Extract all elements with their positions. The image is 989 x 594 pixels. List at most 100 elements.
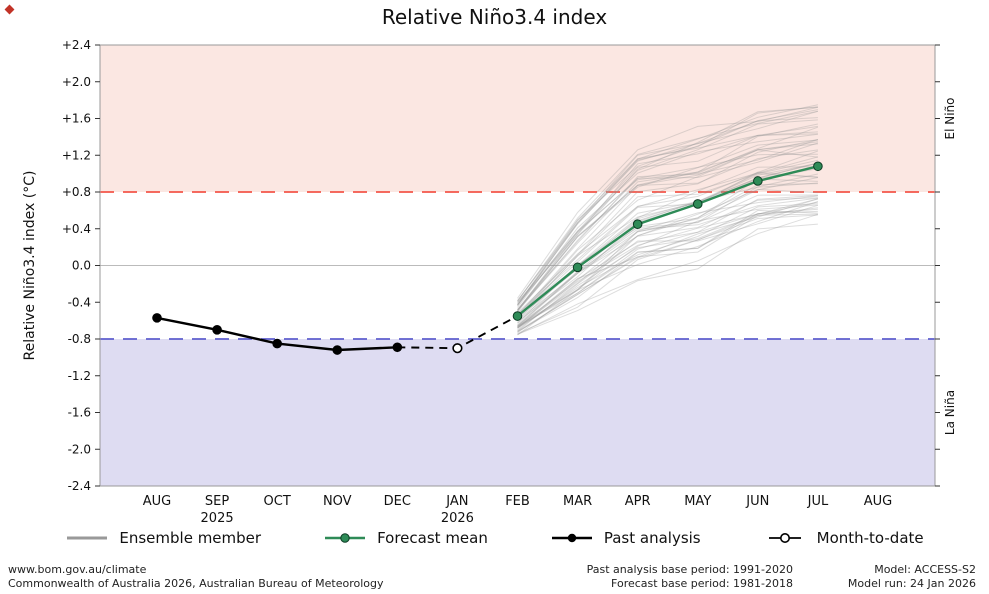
footer-model-info: Model: ACCESS-S2 Model run: 24 Jan 2026 [848, 563, 976, 591]
legend-item-ensemble-member: Ensemble member [65, 529, 261, 547]
ensemble-member-line [517, 182, 818, 324]
ensemble-member-line [517, 173, 819, 321]
x-year-label: 2025 [201, 511, 234, 526]
ensemble-member-line [517, 203, 818, 329]
forecast-mean-marker [753, 176, 763, 186]
ensemble-member-line [517, 162, 819, 320]
ensemble-member-line [517, 110, 818, 302]
nino34-chart: +2.4 +2.0 +1.6 +1.2 +0.8 +0.4 0.0 -0.4 -0.8 -1.2 -… [22, 38, 957, 526]
ensemble-member-line [517, 171, 818, 317]
ensemble-member-line [517, 150, 819, 315]
ensemble-member-line [517, 223, 818, 335]
x-tick-label: FEB [505, 494, 530, 509]
ensemble-member-line [517, 156, 819, 315]
x-tick-label: SEP [205, 494, 229, 509]
past-analysis-icon [551, 533, 592, 543]
ensemble-member-line [517, 162, 819, 319]
past-analysis-marker [152, 313, 162, 323]
ensemble-member-line [517, 210, 818, 333]
chart-title: Relative Niño3.4 index [381, 5, 608, 29]
ensemble-member-line [517, 177, 819, 329]
past-analysis-marker [212, 325, 222, 335]
footer: www.bom.gov.au/climate Commonwealth of A… [0, 562, 989, 594]
forecast-mean-line [516, 165, 819, 317]
footer-base-periods: Past analysis base period: 1991-2020 For… [587, 563, 793, 591]
footer-left: www.bom.gov.au/climate Commonwealth of A… [8, 563, 383, 591]
ensemble-member-line [517, 204, 819, 332]
x-tick-label: JUL [807, 494, 829, 509]
footer-model: Model: ACCESS-S2 [874, 563, 976, 576]
x-tick-label: AUG [143, 494, 171, 509]
y-tick-label: -0.4 [68, 295, 91, 309]
x-year-label: 2026 [441, 511, 474, 526]
forecast-mean-icon [325, 533, 366, 543]
footer-copyright: Commonwealth of Australia 2026, Australi… [8, 577, 384, 590]
ensemble-member-line [517, 201, 819, 336]
past-analysis-marker [392, 342, 403, 353]
y-axis-title: Relative Niño3.4 index (°C) [22, 171, 38, 361]
forecast-mean-marker [813, 161, 823, 172]
x-tick-label: OCT [264, 494, 291, 509]
ensemble-member-line [517, 104, 819, 301]
ensemble-member-line [517, 195, 818, 327]
x-tick-label: NOV [323, 494, 352, 509]
forecast-mean-marker [692, 199, 703, 209]
ensemble-member-line [517, 195, 818, 327]
legend-item-forecast-mean: Forecast mean [323, 529, 488, 547]
ensemble-member-line [517, 106, 818, 303]
x-tick-label: JUN [745, 494, 769, 509]
ensemble-member-line [517, 110, 819, 306]
x-tick-label: APR [625, 494, 651, 509]
la-nina-band [100, 339, 935, 486]
ensemble-member-line [517, 117, 818, 306]
ensemble-member-line [517, 139, 818, 312]
footer-url: www.bom.gov.au/climate [8, 563, 147, 576]
legend-label-forecast-mean: Forecast mean [377, 529, 488, 547]
y-tick-label: -1.2 [68, 369, 91, 383]
x-tick-label: MAY [684, 494, 711, 509]
ensemble-member-line [517, 133, 818, 311]
y-tick-label: +0.8 [62, 185, 91, 199]
y-tick-label: -2.4 [68, 479, 91, 493]
ensemble-member-line [517, 198, 819, 331]
ensemble-member-line [517, 141, 818, 312]
ensemble-member-line [517, 142, 819, 312]
past-analysis-marker [332, 345, 343, 355]
y-tick-label: +1.6 [62, 112, 91, 126]
x-tick-label: JAN [445, 494, 468, 509]
ensemble-member-line [517, 209, 818, 332]
ensemble-member-line [517, 143, 818, 310]
footer-forecast-base-period: Forecast base period: 1981-2018 [611, 577, 793, 590]
ensemble-member-icon [67, 536, 108, 540]
ensemble-member-line [517, 197, 818, 327]
ensemble-members [517, 104, 819, 336]
ensemble-member-line [517, 119, 818, 306]
ensemble-member-line [517, 109, 818, 302]
y-tick-label: -0.8 [68, 332, 91, 346]
forecast-mean-marker [572, 262, 583, 273]
ensemble-member-line [517, 106, 818, 305]
ensemble-member-line [517, 131, 818, 303]
x-tick-label: DEC [384, 494, 411, 509]
footer-model-run: Model run: 24 Jan 2026 [847, 577, 976, 590]
month-to-date-marker [452, 343, 463, 354]
ensemble-member-line [517, 153, 818, 311]
y-tick-label: +0.4 [62, 222, 91, 236]
x-tick-label: MAR [563, 494, 592, 509]
forecast-mean-marker [512, 311, 523, 321]
legend-item-month-to-date: Month-to-date [763, 529, 924, 547]
ensemble-member-line [517, 125, 818, 305]
x-tick-label: AUG [864, 494, 892, 509]
ensemble-member-line [517, 188, 818, 329]
footer-past-base-period: Past analysis base period: 1991-2020 [586, 563, 793, 576]
ensemble-member-line [517, 213, 818, 334]
legend-label-ensemble-member: Ensemble member [119, 529, 262, 547]
el-nino-band-label: El Niño [943, 98, 957, 140]
la-nina-band-label: La Niña [943, 390, 957, 435]
el-nino-band [100, 45, 935, 192]
y-tick-label: +2.4 [62, 38, 91, 52]
legend-item-past-analysis: Past analysis [550, 529, 701, 547]
ensemble-member-line [517, 183, 818, 328]
ensemble-member-line [517, 198, 819, 328]
ensemble-member-line [517, 159, 819, 317]
